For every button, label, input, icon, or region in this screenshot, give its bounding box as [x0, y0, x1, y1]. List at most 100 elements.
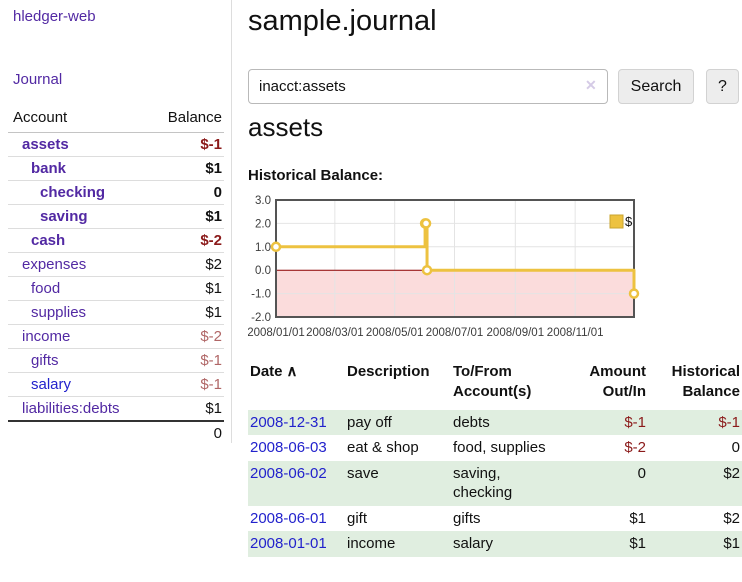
account-row: cash $-2 — [8, 228, 224, 253]
transaction-row: 2008-12-31 pay off debts $-1 $-1 — [248, 409, 742, 435]
svg-text:2008/07/01: 2008/07/01 — [426, 327, 484, 339]
historical-balance-chart: 3.0 2.0 1.0 0.0 -1.0 -2.0 2008/01/01 2008/03/01… — [248, 195, 640, 339]
svg-text:2008/03/01: 2008/03/01 — [306, 327, 364, 339]
transaction-balance: 0 — [731, 439, 740, 456]
sidebar-item-journal[interactable]: Journal — [13, 71, 63, 88]
transaction-amount: $-2 — [624, 439, 646, 456]
svg-text:2008/11/01: 2008/11/01 — [547, 327, 604, 339]
clear-search-icon[interactable]: ✕ — [585, 77, 597, 93]
svg-text:1.0: 1.0 — [255, 242, 271, 254]
register-table-body: 2008-12-31 pay off debts $-1 $-1 2008-06-03 ea… — [248, 409, 742, 557]
account-balance: $1 — [148, 276, 224, 301]
transaction-accounts: food, supplies — [453, 439, 546, 456]
account-heading: assets — [248, 112, 324, 142]
account-link[interactable]: bank — [31, 160, 67, 177]
register-column-header: To/From Account(s) — [453, 363, 532, 401]
accounts-panel: Account Balance assets $-1 bank $1 checking 0… — [8, 106, 224, 445]
account-balance: $2 — [148, 252, 224, 277]
account-row: income $-2 — [8, 324, 224, 349]
account-balance: $-2 — [148, 228, 224, 253]
register-column-header[interactable]: Date ∧ — [250, 363, 298, 380]
transaction-amount: 0 — [637, 464, 646, 482]
svg-text:0.0: 0.0 — [255, 265, 271, 277]
account-link[interactable]: cash — [31, 232, 66, 249]
accounts-total-row: 0 — [8, 420, 224, 445]
transaction-balance: $2 — [723, 509, 740, 527]
account-balance: 0 — [148, 180, 224, 205]
account-balance: $1 — [148, 300, 224, 325]
transaction-row: 2008-06-01 gift gifts $1 $2 — [248, 506, 742, 532]
transaction-description: eat & shop — [347, 439, 419, 456]
account-balance: $1 — [205, 400, 222, 417]
account-balance: $-1 — [148, 132, 224, 157]
account-row: bank $1 — [8, 156, 224, 181]
search-button[interactable]: Search — [618, 69, 694, 104]
account-link[interactable]: saving — [40, 208, 88, 225]
transaction-accounts: debts — [453, 413, 490, 431]
transaction-accounts: salary — [453, 535, 494, 552]
account-balance: $-2 — [148, 324, 224, 349]
transaction-date-link[interactable]: 2008-12-31 — [250, 413, 327, 431]
account-link[interactable]: gifts — [31, 352, 59, 369]
account-row: food $1 — [8, 276, 224, 301]
account-row: liabilities:debts $1 — [8, 397, 224, 422]
transaction-amount: $1 — [629, 509, 646, 527]
account-row: checking 0 — [8, 180, 224, 205]
account-balance: $-1 — [148, 372, 224, 397]
account-row: supplies $1 — [8, 300, 224, 325]
account-link[interactable]: income — [22, 328, 71, 345]
account-row: saving $1 — [8, 204, 224, 229]
account-row: expenses $2 — [8, 252, 224, 277]
accounts-header-balance: Balance — [148, 106, 224, 133]
accounts-total-value: 0 — [8, 420, 224, 445]
transaction-date-link[interactable]: 2008-01-01 — [250, 535, 327, 552]
register-table: Date ∧ Description To/From Account(s) Amount O… — [248, 360, 742, 557]
transaction-date-link[interactable]: 2008-06-02 — [250, 464, 327, 482]
svg-text:2008/01/01: 2008/01/01 — [248, 327, 305, 339]
svg-text:$: $ — [625, 214, 633, 229]
transaction-row: 2008-01-01 income salary $1 $1 — [248, 531, 742, 557]
account-link[interactable]: food — [31, 280, 61, 297]
transaction-amount: $1 — [629, 535, 646, 552]
transaction-accounts: saving, checking — [453, 464, 513, 502]
main-content: sample.journal ✕ Search ? assets Histori… — [248, 0, 742, 582]
account-link[interactable]: checking — [40, 184, 106, 201]
app-title-link[interactable]: hledger-web — [13, 8, 96, 25]
transaction-date-link[interactable]: 2008-06-03 — [250, 439, 327, 456]
svg-text:-1.0: -1.0 — [251, 289, 271, 301]
transaction-accounts: gifts — [453, 509, 481, 527]
account-row: gifts $-1 — [8, 348, 224, 373]
account-balance: $1 — [148, 156, 224, 181]
svg-text:-2.0: -2.0 — [251, 312, 271, 324]
account-link[interactable]: supplies — [31, 304, 87, 321]
account-link[interactable]: salary — [31, 376, 72, 393]
register-column-header: Historical Balance — [671, 363, 740, 401]
account-link[interactable]: expenses — [22, 256, 87, 273]
search-input[interactable] — [248, 69, 608, 104]
accounts-table: Account Balance assets $-1 bank $1 checking 0… — [8, 106, 224, 445]
register-header-row: Date ∧ Description To/From Account(s) Amount O… — [248, 360, 742, 410]
transaction-row: 2008-06-02 save saving, checking 0 $2 — [248, 460, 742, 506]
transaction-row: 2008-06-03 eat & shop food, supplies $-2 0 — [248, 435, 742, 461]
transaction-description: income — [347, 535, 396, 552]
register-column-header: Amount Out/In — [589, 363, 646, 401]
transaction-date-link[interactable]: 2008-06-01 — [250, 509, 327, 527]
help-button[interactable]: ? — [706, 69, 739, 104]
accounts-table-body: assets $-1 bank $1 checking 0 saving $1 cash $-2 e… — [8, 132, 224, 422]
svg-text:2008/05/01: 2008/05/01 — [366, 327, 424, 339]
account-row: salary $-1 — [8, 372, 224, 397]
sort-ascending-icon: ∧ — [286, 363, 298, 380]
account-link[interactable]: assets — [22, 136, 69, 153]
svg-text:2008/09/01: 2008/09/01 — [487, 327, 545, 339]
transaction-amount: $-1 — [624, 413, 646, 431]
sidebar: hledger-web Journal Account Balance asse… — [0, 0, 232, 445]
search-bar: ✕ Search ? — [248, 69, 742, 104]
accounts-header-account: Account — [8, 106, 149, 133]
transaction-balance: $-1 — [718, 413, 740, 431]
account-balance: $-1 — [148, 348, 224, 373]
account-row: assets $-1 — [8, 132, 224, 157]
account-balance: $1 — [148, 204, 224, 229]
account-link[interactable]: liabilities:debts — [22, 400, 120, 417]
chart-label: Historical Balance: — [248, 167, 384, 184]
svg-text:2.0: 2.0 — [255, 218, 271, 230]
